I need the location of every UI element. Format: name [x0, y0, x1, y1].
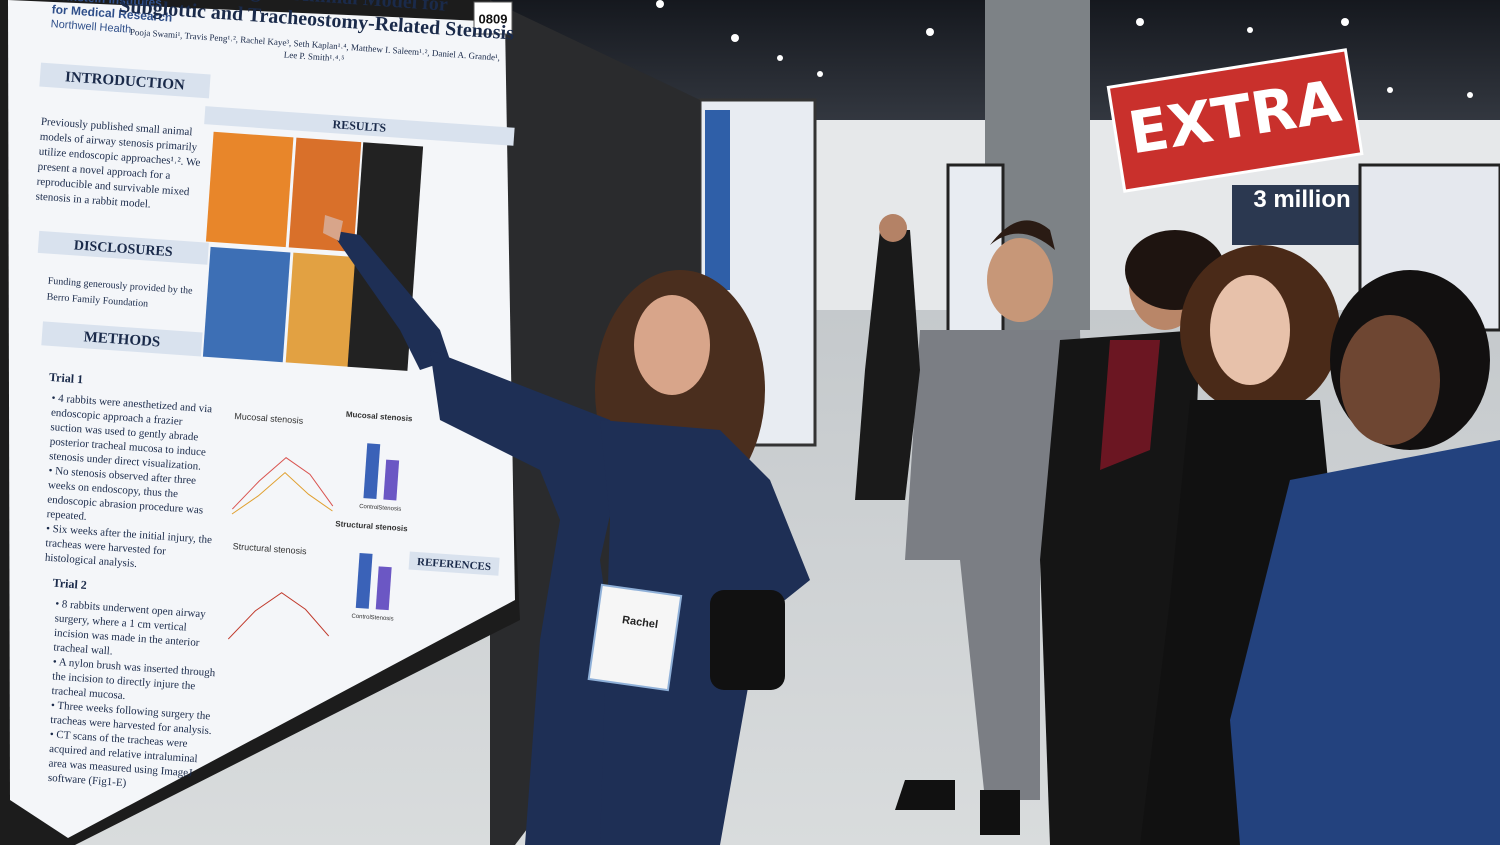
board-number-card	[473, 1, 513, 35]
poster-text-line: tracheal mucosa.	[51, 685, 126, 702]
line-decoration	[227, 592, 330, 640]
extra-badge: EXTRA	[1106, 48, 1364, 193]
attendees	[855, 214, 1500, 845]
trial-heading: Trial 1	[49, 370, 84, 386]
poster-text-line: tracheal wall.	[53, 641, 113, 657]
section-bar	[41, 321, 203, 357]
section-heading: METHODS	[83, 329, 161, 350]
poster-text-line: repeated.	[46, 508, 87, 523]
bar-label: Control	[359, 504, 379, 511]
poster-stripe	[705, 110, 730, 290]
institution: Feinstein Institutes	[52, 0, 162, 10]
trial-heading: Trial 2	[52, 576, 87, 592]
bar-decoration	[363, 443, 381, 500]
name-badge: Rachel	[621, 614, 658, 631]
section-heading: DISCLOSURES	[73, 238, 173, 260]
bar-label: Stenosis	[370, 615, 393, 623]
section-bar	[37, 230, 209, 265]
section-heading: REFERENCES	[417, 556, 492, 573]
section-bar	[39, 62, 211, 99]
photo	[285, 252, 359, 367]
section-heading: RESULTS	[332, 117, 387, 135]
trial-2-text: • 8 rabbits underwent open airwaysurgery…	[48, 598, 217, 789]
bar-decoration	[383, 459, 400, 501]
section-bar	[408, 551, 500, 576]
bar-decoration	[375, 566, 392, 611]
presenter: Rachel	[323, 215, 810, 845]
institution: Northwell Health	[50, 18, 131, 36]
line-decoration	[231, 457, 334, 510]
board-number: 0809	[479, 11, 508, 26]
bar-decoration	[355, 553, 373, 609]
bar-label: Control	[351, 614, 371, 621]
bar-label: Stenosis	[378, 505, 401, 513]
poster-authors: Lee P. Smith¹˒⁴˒⁵	[283, 50, 344, 64]
photo	[202, 246, 291, 363]
poster-board	[946, 163, 1005, 337]
ceiling-lights	[656, 0, 1473, 98]
sign-board	[1232, 185, 1372, 245]
poster-text-line: software (Fig1-E)	[48, 772, 127, 789]
photo	[288, 137, 362, 252]
background-sign: 3 million	[1253, 186, 1350, 213]
chart-title: Mucosal stenosis	[234, 411, 304, 426]
photo	[205, 131, 294, 248]
line-decoration	[231, 471, 333, 515]
section-bar	[204, 106, 515, 146]
